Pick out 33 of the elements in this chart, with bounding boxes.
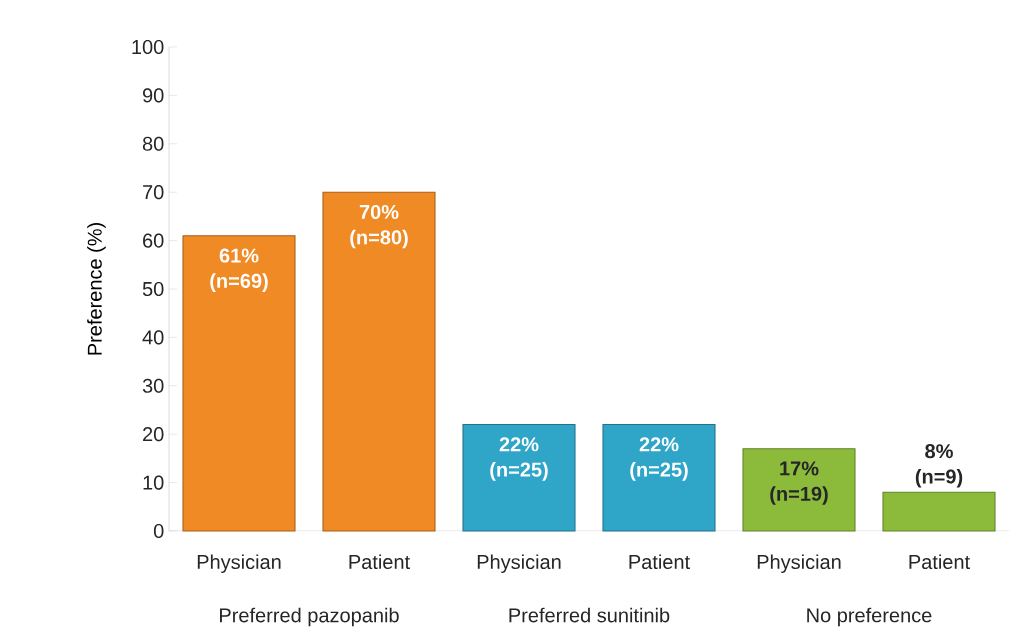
y-tick-label: 30 xyxy=(142,378,164,393)
data-label: 22% (n=25) xyxy=(490,437,548,481)
x-tick-label: Physician xyxy=(757,554,841,574)
data-label: 70% (n=80) xyxy=(350,204,408,249)
data-label: 8% (n=9) xyxy=(915,444,963,488)
y-axis-title: Preference (%) xyxy=(87,223,106,355)
x-tick-label: Patient xyxy=(349,554,410,570)
x-tick-label: Patient xyxy=(629,554,690,570)
y-tick-label: 90 xyxy=(142,88,164,103)
bar xyxy=(182,235,296,532)
x-tick-label: Physician xyxy=(477,554,561,574)
y-tick-label: 50 xyxy=(142,281,164,297)
y-tick-label: 20 xyxy=(143,427,164,442)
bar xyxy=(322,191,436,532)
data-label: 22% (n=25) xyxy=(630,437,688,481)
text: Preferred sunitinib xyxy=(509,607,670,623)
y-tick-label: 80 xyxy=(142,136,164,151)
bar xyxy=(882,491,996,532)
bar xyxy=(462,423,576,532)
y-tick-label: 40 xyxy=(142,330,164,345)
bar xyxy=(742,448,856,532)
y-tick-label: 100 xyxy=(132,39,164,55)
x-tick-label: Patient xyxy=(909,554,970,570)
y-tick-label: 70 xyxy=(143,185,164,200)
bar xyxy=(602,423,716,532)
text: Preferred pazopanib xyxy=(220,607,399,627)
text: No preference xyxy=(807,607,932,627)
data-label: 17% (n=19) xyxy=(770,461,828,505)
data-label: 61% (n=69) xyxy=(210,248,268,292)
y-tick-label: 10 xyxy=(143,475,164,490)
x-tick-label: Physician xyxy=(197,554,281,574)
y-tick-label: 0 xyxy=(153,523,164,539)
y-tick-label: 60 xyxy=(143,233,164,248)
